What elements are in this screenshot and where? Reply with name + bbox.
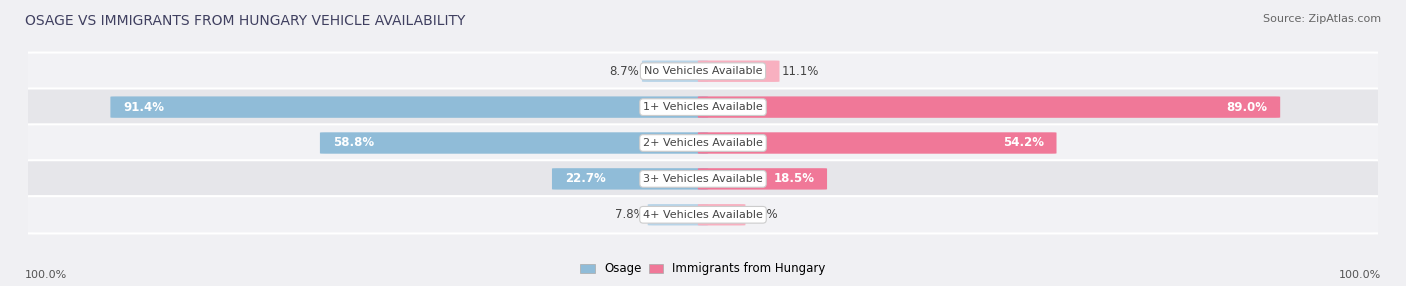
Text: 22.7%: 22.7% [565,172,606,185]
Text: 100.0%: 100.0% [25,270,67,280]
FancyBboxPatch shape [111,96,709,118]
Text: 5.8%: 5.8% [748,208,778,221]
FancyBboxPatch shape [321,132,709,154]
FancyBboxPatch shape [21,88,1385,126]
FancyBboxPatch shape [643,61,709,82]
Text: 58.8%: 58.8% [333,136,374,150]
Text: 89.0%: 89.0% [1226,101,1267,114]
FancyBboxPatch shape [553,168,709,190]
FancyBboxPatch shape [21,160,1385,198]
Text: 7.8%: 7.8% [616,208,645,221]
Text: 54.2%: 54.2% [1002,136,1043,150]
Text: 18.5%: 18.5% [773,172,814,185]
FancyBboxPatch shape [697,168,827,190]
Text: 100.0%: 100.0% [1339,270,1381,280]
FancyBboxPatch shape [21,196,1385,233]
Text: 11.1%: 11.1% [782,65,820,78]
Text: 8.7%: 8.7% [610,65,640,78]
FancyBboxPatch shape [697,61,779,82]
Text: 3+ Vehicles Available: 3+ Vehicles Available [643,174,763,184]
Text: 4+ Vehicles Available: 4+ Vehicles Available [643,210,763,220]
Text: 2+ Vehicles Available: 2+ Vehicles Available [643,138,763,148]
FancyBboxPatch shape [21,53,1385,90]
FancyBboxPatch shape [697,132,1056,154]
Legend: Osage, Immigrants from Hungary: Osage, Immigrants from Hungary [575,258,831,280]
Text: OSAGE VS IMMIGRANTS FROM HUNGARY VEHICLE AVAILABILITY: OSAGE VS IMMIGRANTS FROM HUNGARY VEHICLE… [25,14,465,28]
Text: 1+ Vehicles Available: 1+ Vehicles Available [643,102,763,112]
FancyBboxPatch shape [21,124,1385,162]
FancyBboxPatch shape [697,204,745,225]
Text: No Vehicles Available: No Vehicles Available [644,66,762,76]
Text: Source: ZipAtlas.com: Source: ZipAtlas.com [1263,14,1381,24]
Text: 91.4%: 91.4% [124,101,165,114]
FancyBboxPatch shape [697,96,1281,118]
FancyBboxPatch shape [648,204,709,225]
